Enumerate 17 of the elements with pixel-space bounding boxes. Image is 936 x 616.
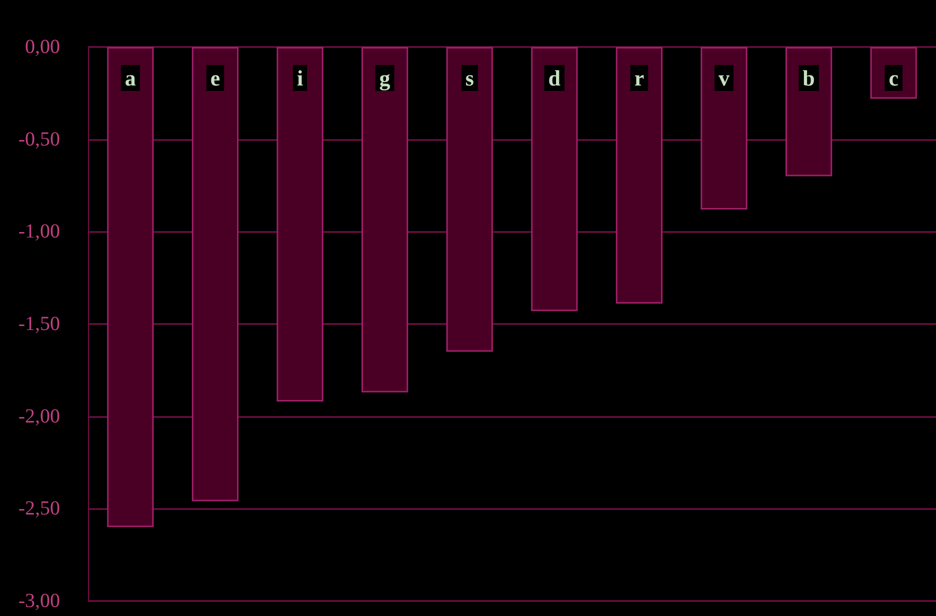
x-tick-label: b	[802, 66, 815, 90]
x-tick-label: v	[718, 66, 730, 90]
y-tick-label: -0,50	[18, 128, 60, 150]
y-tick-label: -3,00	[18, 590, 60, 612]
x-tick-label: r	[634, 66, 644, 90]
x-tick-label: e	[210, 66, 220, 90]
x-tick-label: d	[548, 66, 561, 90]
x-tick-label: a	[124, 66, 136, 90]
x-tick-label: s	[465, 66, 474, 90]
x-tick-label: c	[888, 66, 899, 90]
y-tick-label: -2,50	[18, 498, 60, 520]
x-tick-label: i	[296, 66, 304, 90]
y-tick-label: -2,00	[18, 405, 60, 428]
y-tick-label: 0,00	[25, 36, 60, 58]
x-tick-label: g	[379, 66, 390, 90]
y-tick-label: -1,50	[18, 313, 60, 335]
y-tick-label: -1,00	[18, 220, 60, 243]
